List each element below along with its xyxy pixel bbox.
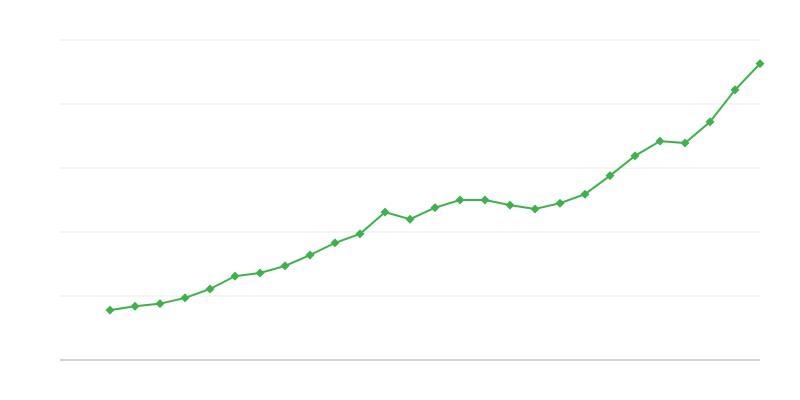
data-point	[105, 305, 115, 315]
data-point	[580, 189, 590, 199]
data-point	[505, 200, 515, 210]
data-point	[430, 203, 440, 213]
data-point	[305, 250, 315, 260]
data-point	[630, 151, 640, 161]
data-point	[355, 229, 365, 239]
data-point	[155, 299, 165, 309]
gridlines	[60, 39, 760, 297]
data-point	[705, 117, 715, 127]
series-group	[105, 59, 765, 315]
data-point	[605, 171, 615, 181]
data-point	[180, 293, 190, 303]
data-point	[380, 207, 390, 217]
data-point	[755, 59, 765, 69]
data-point	[480, 195, 490, 205]
data-point	[330, 238, 340, 248]
series-line	[109, 62, 761, 312]
data-point	[230, 271, 240, 281]
data-point	[530, 204, 540, 214]
data-point	[730, 85, 740, 95]
data-point	[255, 268, 265, 278]
data-point	[405, 214, 415, 224]
data-point	[655, 136, 665, 146]
data-point	[455, 195, 465, 205]
data-point	[130, 301, 140, 311]
data-point	[680, 138, 690, 148]
data-point	[205, 284, 215, 294]
data-point	[280, 261, 290, 271]
data-point	[555, 198, 565, 208]
